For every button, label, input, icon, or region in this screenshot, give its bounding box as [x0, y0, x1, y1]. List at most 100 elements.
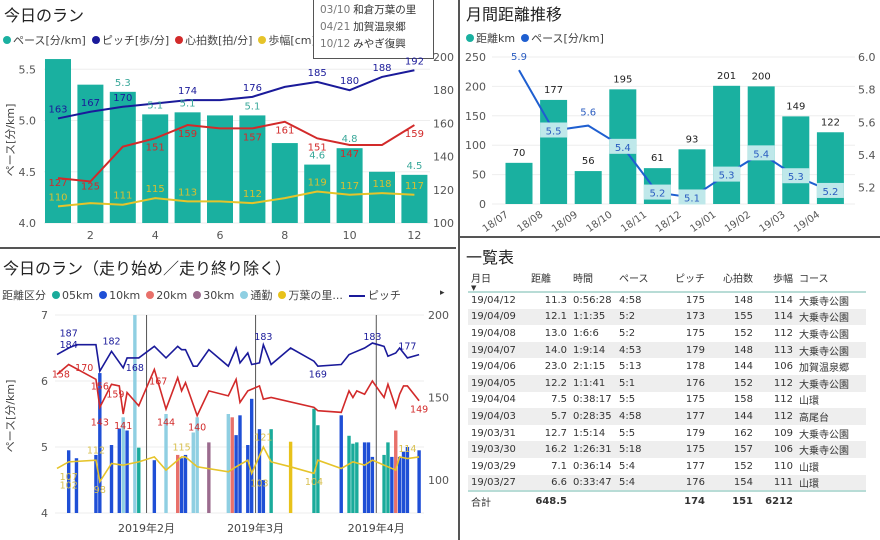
legend-dot-icon — [91, 36, 100, 44]
column-header-2[interactable]: 時間 — [570, 270, 616, 293]
table-cell: 144 — [733, 361, 753, 373]
run-bar — [339, 415, 343, 513]
table-cell: 114 — [773, 295, 793, 307]
heart-rate-data-label: 143 — [91, 418, 109, 429]
table-cell: 177 — [685, 460, 705, 472]
run-bar — [98, 373, 102, 513]
table-row[interactable]: 19/04/05 12.2 1:1:41 5:1 176 152 112 大乗寺公園 — [468, 374, 866, 392]
stride-line — [56, 445, 420, 484]
table-row[interactable]: 19/03/30 16.2 1:26:31 5:18 175 157 106 大乗寺公園 — [468, 441, 866, 458]
legend-scroll-right-icon[interactable]: ▸ — [440, 288, 445, 298]
legend-item[interactable]: ピッチ — [348, 287, 401, 303]
table-row[interactable]: 19/03/27 6.6 0:33:47 5:4 176 154 111 山環 — [468, 474, 866, 492]
x-tick-label: 8 — [281, 229, 288, 242]
legend-item[interactable]: 心拍数[拍/分] — [175, 32, 252, 48]
list-table-panel: 一覧表 月日 ▼ 距離 時間 ペース ピッチ 心拍数 歩幅 コース 19/04/12 11.3 0:… — [458, 238, 880, 540]
y-tick-label: 100 — [465, 139, 486, 152]
table-cell: 162 — [733, 427, 753, 439]
table-cell: 1:1:35 — [570, 308, 616, 326]
table-row[interactable]: 19/04/03 5.7 0:28:35 4:58 177 144 112 高尾台 — [468, 408, 866, 425]
run-bar — [382, 454, 386, 513]
table-cell: 148 — [708, 341, 756, 359]
y-tick-label: 250 — [465, 51, 486, 64]
heart-rate-data-label: 159 — [178, 129, 197, 140]
legend-item[interactable]: 距離km — [466, 30, 515, 46]
legend-item[interactable]: 歩幅[cm] — [258, 32, 316, 48]
pace-data-label: 4.5 — [406, 161, 422, 172]
table-cell: 144 — [708, 408, 756, 425]
distance-data-label: 201 — [717, 71, 736, 82]
distance-data-label: 195 — [613, 74, 632, 85]
run-bar — [370, 456, 375, 513]
table-cell: 0:28:35 — [570, 408, 616, 425]
run-list-table: 月日 ▼ 距離 時間 ペース ピッチ 心拍数 歩幅 コース 19/04/12 11.3 0:56:2… — [468, 270, 866, 512]
column-header-6[interactable]: 歩幅 — [756, 270, 796, 293]
column-header-1[interactable]: 距離 — [528, 270, 570, 293]
table-cell: 1:9:14 — [570, 341, 616, 359]
legend-item[interactable]: 05km — [52, 289, 93, 302]
distance-bar — [574, 171, 602, 204]
table-row[interactable]: 19/04/07 14.0 1:9:14 4:53 179 148 113 大乗寺公園 — [468, 341, 866, 359]
stride-data-label: 119 — [308, 177, 327, 188]
table-row[interactable]: 19/04/08 13.0 1:6:6 5:2 175 152 112 大乗寺公園 — [468, 325, 866, 342]
legend-item[interactable]: ペース[分/km] — [521, 30, 604, 46]
legend-item[interactable]: 30km — [193, 289, 234, 302]
pitch-data-label: 182 — [102, 337, 120, 348]
table-cell: 152 — [733, 460, 753, 472]
stride-data-label: 110 — [48, 192, 67, 203]
pitch-data-label: 174 — [178, 86, 197, 97]
pitch-data-label: 167 — [81, 98, 100, 109]
heart-rate-data-label: 140 — [188, 423, 206, 434]
table-row[interactable]: 19/03/29 7.1 0:36:14 5:4 177 152 110 山環 — [468, 458, 866, 475]
table-cell: 19/03/30 — [468, 441, 528, 458]
today-run-filtered-chart: 4 5 6 7 100 150 200 ペース[分/km] 2019年2月 2019年3月 2019… — [4, 309, 449, 535]
panel-title: 今日のラン（走り始め／走り終り除く） — [3, 259, 292, 278]
column-header-7[interactable]: コース — [796, 270, 866, 293]
table-cell: 山環 — [796, 474, 866, 492]
column-header-5[interactable]: 心拍数 — [708, 270, 756, 293]
table-cell: 175 — [685, 327, 705, 339]
stride-data-label: 114 — [398, 444, 416, 455]
legend-item[interactable]: 20km — [146, 289, 187, 302]
heart-rate-data-label: 159 — [106, 390, 124, 401]
table-row[interactable]: 19/04/06 23.0 2:1:15 5:13 178 144 106 加賀温泉郷 — [468, 358, 866, 375]
run-bar — [355, 442, 359, 513]
table-cell: 6.6 — [528, 474, 570, 492]
legend-label: 10km — [109, 288, 141, 302]
legend-item[interactable]: 万葉の里... — [278, 287, 343, 303]
y2-tick-label: 5.6 — [858, 116, 876, 129]
heart-rate-data-label: 141 — [114, 421, 132, 432]
y-tick-label: 6 — [41, 375, 48, 388]
legend-item[interactable]: 通勤 — [240, 287, 272, 303]
column-header-label: コース — [799, 274, 829, 285]
pace-bar — [77, 84, 104, 224]
table-cell: 112 — [756, 408, 796, 425]
heart-rate-data-label: 149 — [410, 404, 428, 415]
today-run-filtered-panel: 今日のラン（走り始め／走り終り除く） 距離区分 05km 10km 20km 30km 通… — [0, 251, 456, 540]
table-cell: 4:53 — [616, 341, 660, 359]
legend-item[interactable]: 10km — [99, 289, 140, 302]
table-row[interactable]: 19/03/31 12.7 1:5:14 5:5 179 162 109 大乗寺公園 — [468, 425, 866, 442]
legend-item[interactable]: ペース[分/km] — [3, 32, 86, 48]
run-bar — [347, 435, 351, 513]
panel-title: 月間距離推移 — [466, 5, 563, 24]
heart-rate-data-label: 144 — [157, 418, 175, 429]
heart-rate-data-label: 157 — [243, 132, 262, 143]
stride-data-label: 102 — [60, 480, 78, 491]
table-row[interactable]: 19/04/04 7.5 0:38:17 5:5 175 158 112 山環 — [468, 392, 866, 409]
column-header-4[interactable]: ピッチ — [660, 270, 708, 293]
table-cell: 12.2 — [528, 374, 570, 392]
run-bar — [191, 432, 195, 513]
table-row[interactable]: 19/04/09 12.1 1:1:35 5:2 173 155 114 大乗寺公園 — [468, 308, 866, 326]
table-cell: 大乗寺公園 — [796, 374, 866, 392]
column-header-3[interactable]: ペース — [616, 270, 660, 293]
column-header-0[interactable]: 月日 ▼ — [468, 270, 528, 293]
table-row[interactable]: 19/04/12 11.3 0:56:28 4:58 175 148 114 大乗寺公園 — [468, 292, 866, 309]
monthly-distance-chart: 0 50 100 150 200 250 5.2 5.4 5.6 5.8 6.0 70 18/07 177… — [465, 51, 876, 235]
legend-item[interactable]: ピッチ[歩/分] — [91, 32, 169, 48]
heart-rate-data-label: 151 — [146, 142, 165, 153]
pace-data-label: 5.4 — [753, 149, 769, 160]
table-cell: 19/04/09 — [468, 308, 528, 326]
table-cell: 179 — [685, 427, 705, 439]
column-header-label: 歩幅 — [773, 274, 793, 285]
